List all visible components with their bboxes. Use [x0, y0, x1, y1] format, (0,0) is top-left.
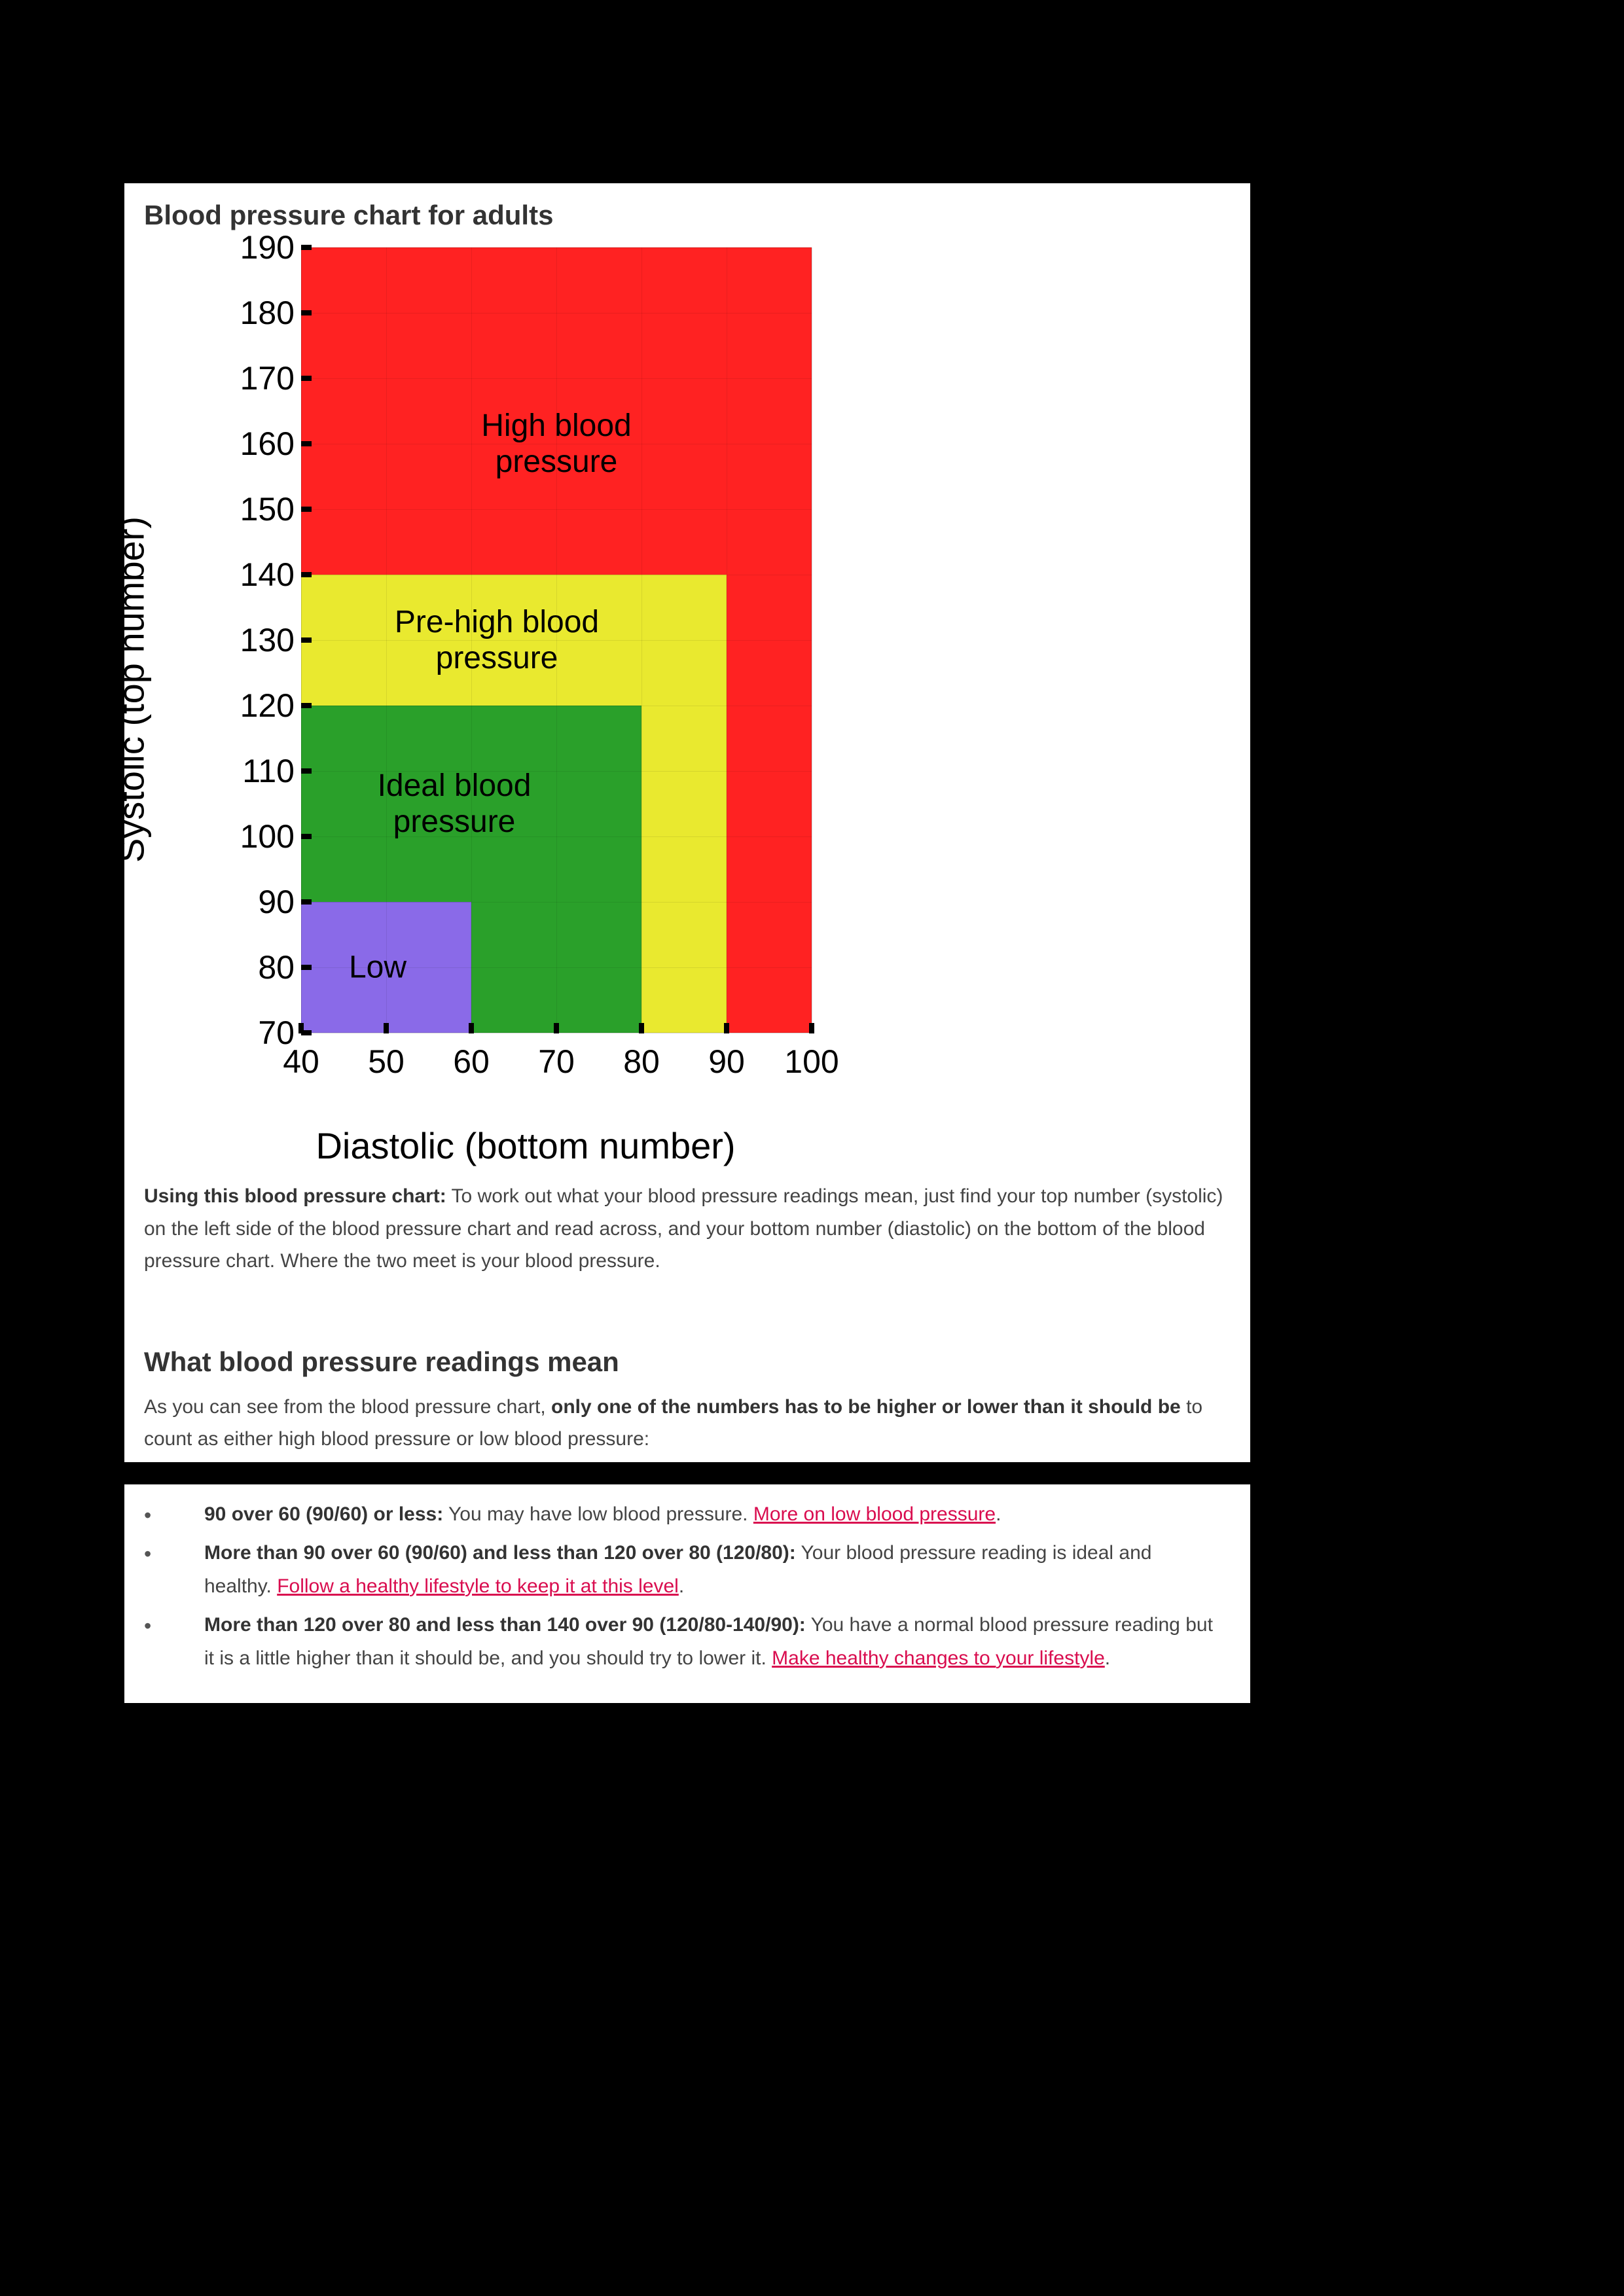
x-tick-label: 80 [623, 1043, 660, 1081]
document-page: Blood pressure chart for adults Systolic… [124, 183, 1250, 1703]
y-tick-label: 110 [229, 752, 295, 790]
x-axis-label: Diastolic (bottom number) [316, 1124, 735, 1167]
zone-label-ideal: Ideal bloodpressure [378, 768, 532, 840]
list-item-bold: More than 120 over 80 and less than 140 … [204, 1614, 806, 1636]
x-tick-label: 100 [784, 1043, 839, 1081]
usage-paragraph: Using this blood pressure chart: To work… [144, 1180, 1231, 1278]
list-item-tail: . [996, 1503, 1001, 1525]
zone-label-prehigh: Pre-high bloodpressure [395, 604, 599, 676]
readings-intro-bold: only one of the numbers has to be higher… [551, 1396, 1181, 1418]
section-gap [124, 1462, 1250, 1484]
list-item-bold: More than 90 over 60 (90/60) and less th… [204, 1542, 796, 1564]
page-title: Blood pressure chart for adults [144, 200, 1231, 231]
y-tick-label: 120 [229, 687, 295, 725]
y-tick-label: 190 [229, 228, 295, 266]
y-tick-label: 150 [229, 490, 295, 528]
y-tick-label: 80 [229, 948, 295, 986]
zone-label-low: Low [349, 949, 406, 985]
list-item-text: You may have low blood pressure. [443, 1503, 753, 1525]
bp-chart: Systolic (top number) High blood pressur… [144, 238, 838, 1167]
y-tick-label: 130 [229, 621, 295, 659]
y-axis-label: Systolic (top number) [110, 516, 153, 863]
y-tick-label: 170 [229, 359, 295, 397]
list-item: More than 90 over 60 (90/60) and less th… [144, 1536, 1214, 1603]
x-tick-label: 90 [708, 1043, 745, 1081]
x-tick-label: 60 [453, 1043, 490, 1081]
readings-intro-pre: As you can see from the blood pressure c… [144, 1396, 551, 1418]
list-item-tail: . [679, 1575, 684, 1597]
readings-intro: As you can see from the blood pressure c… [144, 1391, 1231, 1456]
y-tick-label: 90 [229, 883, 295, 921]
list-item: More than 120 over 80 and less than 140 … [144, 1608, 1214, 1675]
y-tick-label: 140 [229, 556, 295, 594]
y-tick-label: 160 [229, 425, 295, 463]
list-item-link[interactable]: More on low blood pressure [753, 1503, 996, 1525]
chart-plot-area: High blood pressure Pre-high bloodpressur… [301, 247, 812, 1033]
usage-lead: Using this blood pressure chart: [144, 1185, 446, 1207]
x-tick-label: 70 [538, 1043, 575, 1081]
list-item: 90 over 60 (90/60) or less: You may have… [144, 1498, 1214, 1531]
zone-label-high: High blood pressure [429, 408, 684, 480]
x-tick-label: 50 [368, 1043, 405, 1081]
readings-list: 90 over 60 (90/60) or less: You may have… [144, 1484, 1231, 1683]
list-item-tail: . [1105, 1647, 1110, 1669]
y-tick-label: 100 [229, 817, 295, 855]
y-tick-label: 180 [229, 294, 295, 332]
list-item-link[interactable]: Follow a healthy lifestyle to keep it at… [277, 1575, 679, 1597]
readings-heading: What blood pressure readings mean [144, 1346, 1231, 1378]
list-item-bold: 90 over 60 (90/60) or less: [204, 1503, 443, 1525]
x-tick-label: 40 [283, 1043, 319, 1081]
list-item-link[interactable]: Make healthy changes to your lifestyle [772, 1647, 1105, 1669]
